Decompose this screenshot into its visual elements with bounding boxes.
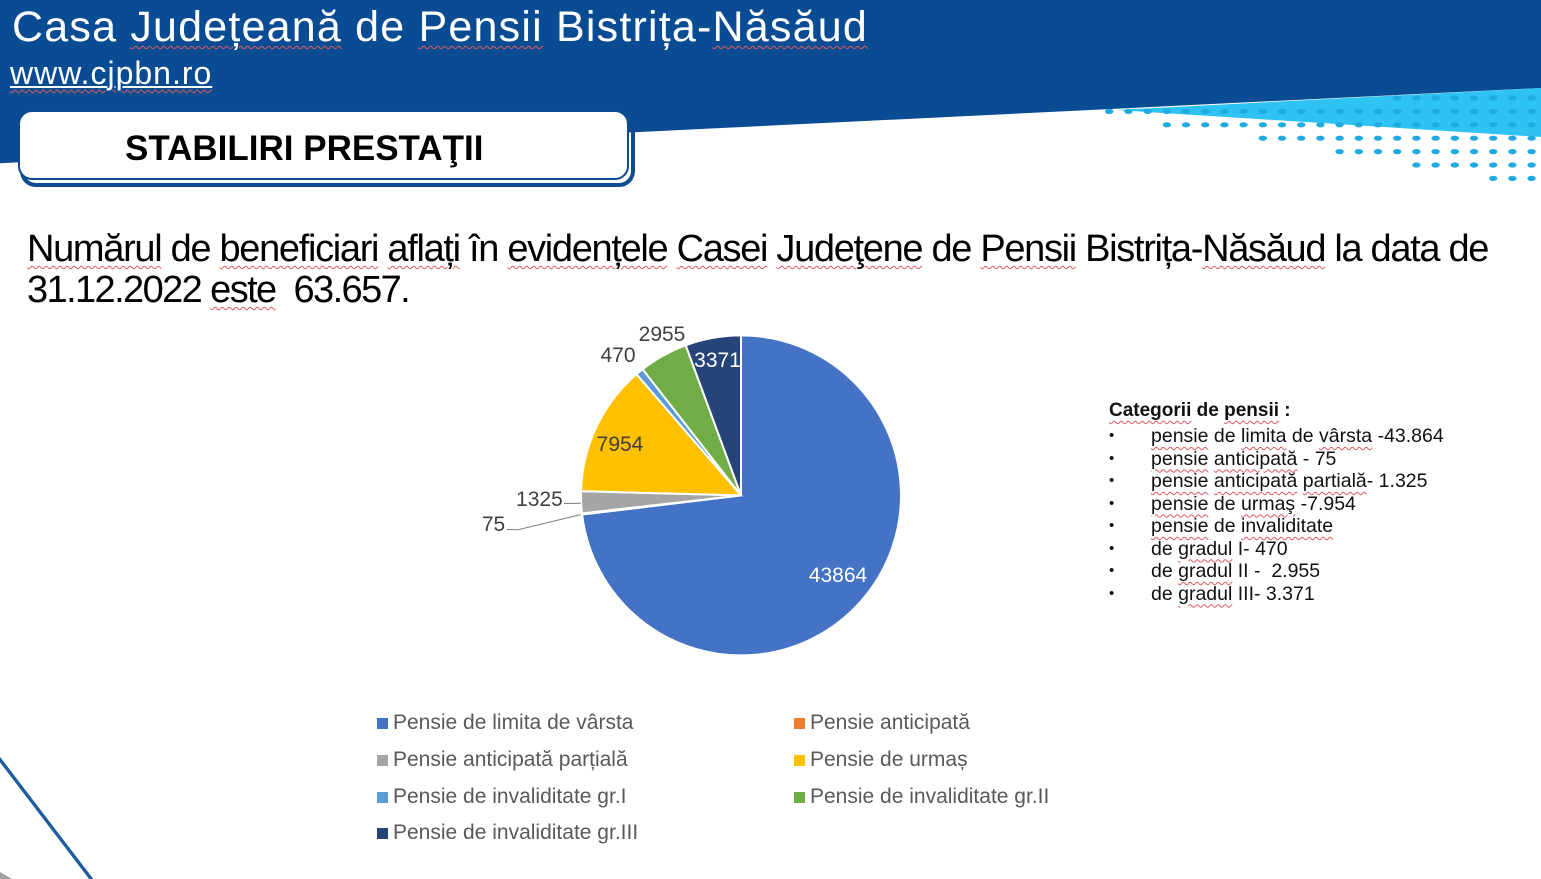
svg-text:7954: 7954 <box>597 433 644 456</box>
svg-text:43864: 43864 <box>809 564 868 587</box>
svg-text:75: 75 <box>482 513 505 536</box>
svg-text:3371: 3371 <box>694 349 741 372</box>
svg-text:1325: 1325 <box>516 488 563 511</box>
svg-text:2955: 2955 <box>639 323 686 346</box>
svg-text:470: 470 <box>600 344 635 367</box>
